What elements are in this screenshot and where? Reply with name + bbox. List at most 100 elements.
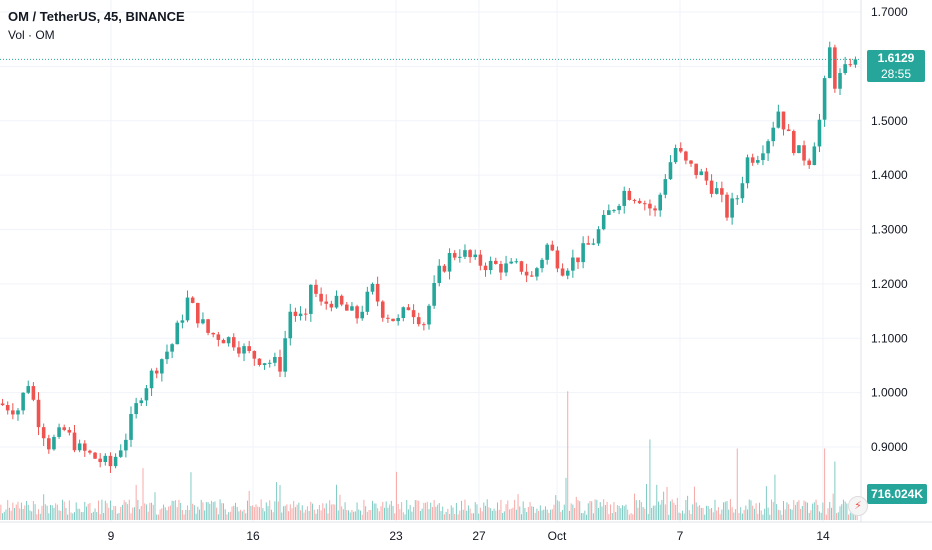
time-tick-label: 27 xyxy=(472,529,486,543)
candle-body xyxy=(52,436,56,450)
candle-body xyxy=(822,78,827,120)
candle-body xyxy=(714,188,719,194)
candle-body xyxy=(41,427,46,439)
candlesticks xyxy=(0,41,858,473)
candle-body xyxy=(329,303,334,308)
time-tick-label: 9 xyxy=(108,529,115,543)
candle-body xyxy=(47,438,51,450)
candle-body xyxy=(350,306,354,311)
candle-body xyxy=(519,261,524,272)
candle-body xyxy=(139,400,144,404)
candle-body xyxy=(144,388,149,401)
price-tick-label: 1.4000 xyxy=(871,168,908,182)
candle-body xyxy=(339,295,344,305)
candle-body xyxy=(57,427,61,437)
candle-body xyxy=(540,259,544,269)
last-price-badge: 1.6129 28:55 xyxy=(867,50,925,83)
candle-body xyxy=(273,357,277,363)
bar-countdown: 28:55 xyxy=(880,67,912,82)
candle-body xyxy=(36,399,41,428)
candle-body xyxy=(648,203,652,209)
candle-body xyxy=(601,214,606,230)
time-axis[interactable]: 9 16 23 27 Oct 7 14 xyxy=(108,529,830,543)
candle-body xyxy=(581,243,585,263)
candle-body xyxy=(380,301,385,318)
candle-body xyxy=(827,47,832,79)
candle-body xyxy=(725,194,729,218)
candle-body xyxy=(565,270,570,276)
candle-body xyxy=(406,307,411,311)
candle-body xyxy=(5,405,10,411)
candle-body xyxy=(473,254,478,258)
candle-body xyxy=(463,250,467,257)
candle-body xyxy=(458,256,462,258)
candle-body xyxy=(124,439,128,451)
candle-body xyxy=(750,157,755,163)
candle-body xyxy=(170,344,174,352)
price-tick-label: 1.5000 xyxy=(871,114,908,128)
candle-body xyxy=(668,162,673,180)
candle-body xyxy=(612,210,616,212)
candle-body xyxy=(365,291,370,312)
candle-body xyxy=(812,146,817,166)
candle-body xyxy=(632,199,637,201)
time-tick-label: 23 xyxy=(389,529,403,543)
volume-value-badge: 716.024K xyxy=(867,484,927,504)
time-tick-label: 7 xyxy=(677,529,684,543)
candle-body xyxy=(319,293,323,302)
candle-body xyxy=(720,188,724,195)
symbol-title[interactable]: OM / TetherUS, 45, BINANCE xyxy=(8,9,185,24)
price-tick-label: 1.7000 xyxy=(871,5,908,19)
candle-body xyxy=(699,171,704,176)
candle-body xyxy=(483,265,488,271)
candle-body xyxy=(226,337,231,344)
candle-body xyxy=(396,317,400,322)
candle-body xyxy=(637,200,642,204)
candle-body xyxy=(704,171,709,181)
lightning-icon[interactable]: ⚡ xyxy=(848,496,868,516)
candle-body xyxy=(740,183,745,199)
candle-body xyxy=(252,351,257,359)
candle-body xyxy=(786,129,791,132)
candle-body xyxy=(673,147,678,163)
candle-body xyxy=(545,244,549,260)
candle-body xyxy=(108,455,113,467)
candle-body xyxy=(82,443,87,451)
volume-indicator-label[interactable]: Vol · OM xyxy=(8,28,55,42)
candle-body xyxy=(247,346,251,352)
candle-body xyxy=(134,403,138,414)
price-tick-label: 1.1000 xyxy=(871,331,908,345)
candle-body xyxy=(314,284,318,294)
candle-body xyxy=(185,297,190,321)
time-tick-label: 14 xyxy=(816,529,830,543)
candle-body xyxy=(422,324,426,326)
candle-body xyxy=(514,261,519,263)
candle-body xyxy=(401,307,406,318)
candle-body xyxy=(360,311,365,319)
candle-body xyxy=(283,338,287,372)
candle-body xyxy=(324,301,329,304)
candle-body xyxy=(293,311,298,317)
candle-body xyxy=(761,153,765,161)
candle-body xyxy=(781,111,786,130)
candle-body xyxy=(437,265,442,284)
candle-body xyxy=(488,260,493,271)
candle-body xyxy=(118,450,123,457)
candle-body xyxy=(756,160,760,163)
candle-body xyxy=(848,64,853,66)
candle-body xyxy=(16,410,20,415)
candle-body xyxy=(684,151,688,161)
candle-body xyxy=(206,319,210,333)
chart-legend: OM / TetherUS, 45, BINANCE Vol · OM xyxy=(8,8,185,44)
time-tick-label: Oct xyxy=(548,529,567,543)
candle-body xyxy=(196,302,200,324)
candle-body xyxy=(550,244,555,251)
candle-body xyxy=(776,111,781,128)
candle-body xyxy=(26,386,31,393)
candle-body xyxy=(416,317,421,325)
candle-body xyxy=(262,363,267,365)
candle-body xyxy=(843,64,847,74)
candle-body xyxy=(771,127,776,142)
candle-body xyxy=(529,275,534,277)
